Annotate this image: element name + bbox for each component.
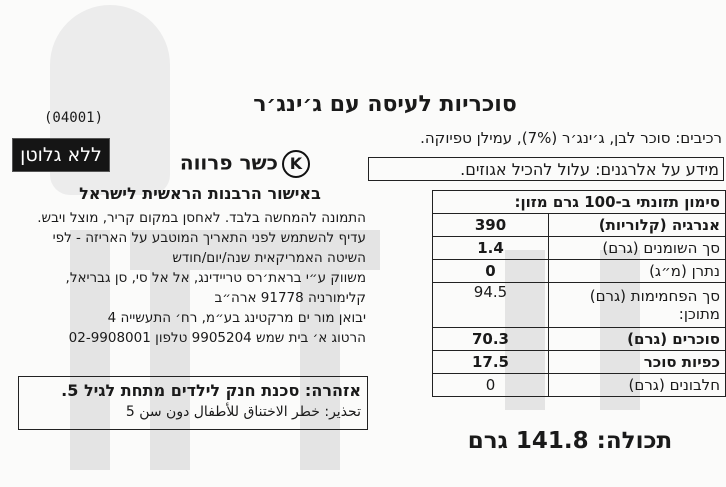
watermark-bar — [130, 230, 380, 270]
info-line: משווק ע״י בראת׳רס טריידינג, אל אל סי, סן… — [65, 270, 366, 286]
kosher-k-icon: K — [282, 150, 310, 178]
watermark-bar — [70, 230, 110, 470]
ingredients: רכיבים: סוכר לבן, ג׳ינג׳ר (7%), עמילן טפ… — [420, 129, 722, 147]
nutrient-name: סוכרים (גרם) — [548, 327, 726, 351]
allergen-info: מידע על אלרגנים: עלול להכיל אגוזים. — [368, 157, 724, 181]
warning-hebrew: אזהרה: סכנת חנק לילדים מתחת לגיל 5. — [61, 381, 361, 400]
product-title: סוכריות לעיסה עם ג׳ינג׳ר — [253, 92, 517, 117]
table-row: סך השומנים (גרם) 1.4 — [432, 236, 726, 260]
nutrient-value: 70.3 — [432, 327, 549, 351]
info-line: הרטוג א׳ בית שמש 9905204 טלפון 02-990800… — [68, 330, 366, 346]
table-row: חלבונים (גרם) 0 — [432, 373, 726, 397]
watermark-bar — [300, 270, 340, 470]
rabbinate-approval: באישור הרבנות הראשית לישראל — [79, 184, 321, 203]
kosher-label: Kכשר פרווה — [140, 150, 310, 178]
nutrient-value: 17.5 — [432, 350, 549, 374]
table-row: סך הפחמימות (גרם) מתוכן: 94.5 — [432, 282, 726, 328]
nutrition-table: סימון תזונתי ב-100 גרם מזון: אנרגיה (קלו… — [432, 190, 726, 397]
info-line: קלימורניה 91778 ארה״ב — [214, 290, 367, 306]
kosher-text: כשר פרווה — [179, 150, 278, 175]
info-line: יבואן מור ים מרקטינג בע״מ, רח׳ התעשייה 4 — [107, 310, 366, 326]
nutrient-value: 0 — [432, 259, 549, 283]
nutrient-name: סך השומנים (גרם) — [548, 236, 726, 260]
watermark-bar — [150, 270, 190, 470]
table-row: נתרן (מ״ג) 0 — [432, 259, 726, 283]
warning-box: אזהרה: סכנת חנק לילדים מתחת לגיל 5. تحذي… — [18, 376, 368, 430]
nutrient-value: 0 — [432, 373, 549, 397]
info-line: השיטה האמריקאית שנה/יום/חודש — [172, 250, 366, 266]
gluten-free-badge: ללא גלוטן — [12, 138, 110, 172]
warning-arabic: تحذير: خطر الاختناق للأطفال دون سن 5 — [125, 404, 361, 420]
nutrient-value: 1.4 — [432, 236, 549, 260]
nutrient-value: 94.5 — [432, 282, 549, 328]
nutrient-name: נתרן (מ״ג) — [548, 259, 726, 283]
nutrient-name: סך הפחמימות (גרם) מתוכן: — [548, 282, 726, 328]
nutrient-value: 390 — [432, 213, 549, 237]
nutrient-name: כפיות סוכר — [548, 350, 726, 374]
table-row: אנרגיה (קלוריות) 390 — [432, 213, 726, 237]
nutrition-header: סימון תזונתי ב-100 גרם מזון: — [432, 190, 726, 214]
table-row: כפיות סוכר 17.5 — [432, 350, 726, 374]
product-code: (04001) — [44, 110, 104, 126]
info-line: עדיף להשתמש לפני התאריך המוטבע על האריזה… — [52, 230, 366, 246]
table-row: סוכרים (גרם) 70.3 — [432, 327, 726, 351]
nutrient-name: חלבונים (גרם) — [548, 373, 726, 397]
info-paragraph: התמונה להמחשה בלבד. לאחסן במקום קריר, מו… — [14, 208, 366, 348]
info-line: התמונה להמחשה בלבד. לאחסן במקום קריר, מו… — [37, 210, 366, 226]
nutrient-name: אנרגיה (קלוריות) — [548, 213, 726, 237]
net-weight: תכולה: 141.8 גרם — [467, 428, 673, 454]
